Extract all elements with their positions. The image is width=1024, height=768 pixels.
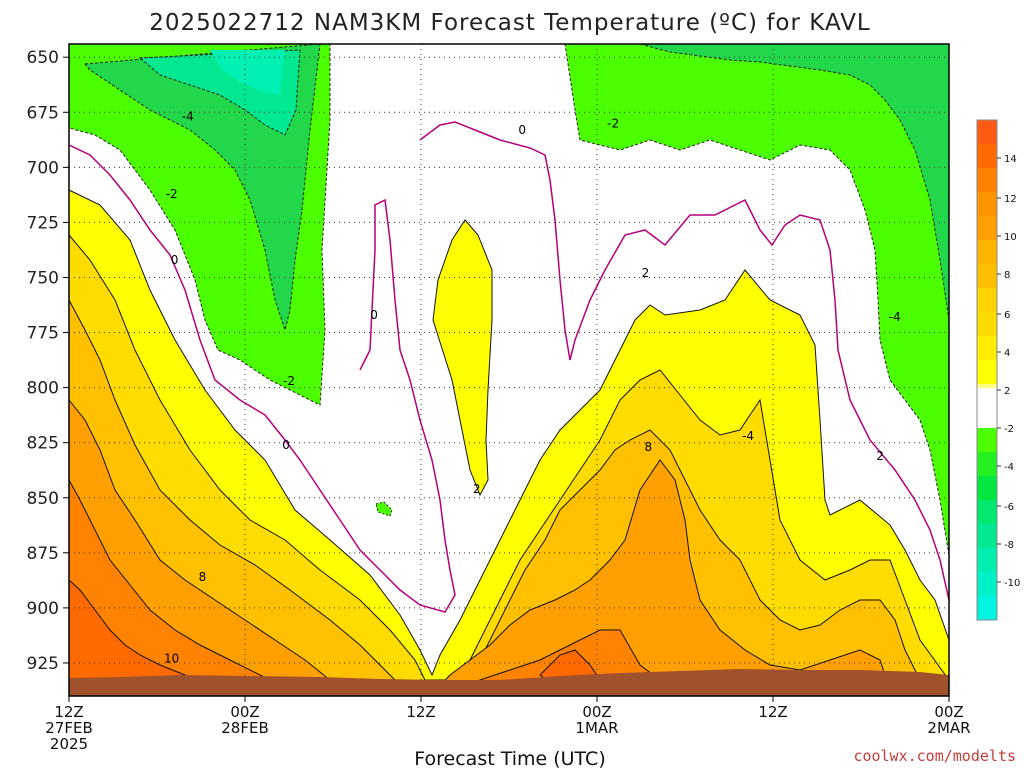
colorbar-tick-label: -4 [1004, 462, 1014, 473]
contour-label: 0 [171, 253, 179, 267]
colorbar-tick-label: -2 [1004, 424, 1014, 435]
x-tick-label: 2MAR [927, 719, 970, 737]
y-tick-label: 650 [27, 48, 59, 68]
x-tick-label: 00Z [230, 703, 259, 721]
ground [69, 669, 949, 696]
contour-label: -4 [889, 310, 901, 324]
temperature-fields [68, 43, 950, 697]
contour-label: 0 [518, 123, 526, 137]
colorbar-tick-label: -10 [1004, 578, 1020, 589]
x-tick-label: 1MAR [575, 719, 618, 737]
field-minus4-to-minus6-right [639, 43, 950, 321]
x-tick-label: 12Z [758, 703, 787, 721]
field-small-green-blob [375, 501, 393, 517]
y-tick-label: 750 [27, 268, 59, 288]
x-axis-label: Forecast Time (UTC) [414, 748, 605, 768]
colorbar-tick-label: -6 [1004, 502, 1014, 513]
x-tick-label: 00Z [582, 703, 611, 721]
y-tick-label: 675 [27, 103, 59, 123]
y-tick-label: 700 [27, 158, 59, 178]
field-6-to-8 [68, 299, 950, 697]
y-tick-label: 825 [27, 434, 59, 454]
y-tick-label: 800 [27, 379, 59, 399]
contour-label: -4 [742, 429, 754, 443]
y-tick-label: 850 [27, 489, 59, 509]
contour-label: 2 [473, 482, 481, 496]
x-tick-label: 28FEB [221, 719, 268, 737]
colorbar-tick-label: 8 [1004, 270, 1010, 281]
colorbar-tick-label: 6 [1004, 310, 1010, 321]
field-minus8-core-left [210, 50, 285, 95]
colorbar-tick-label: 4 [1004, 348, 1010, 359]
contour-label: 8 [645, 440, 653, 454]
contour-zero-west [68, 144, 456, 613]
x-tick-label: 12Z [54, 703, 83, 721]
field-8-to-10 [68, 398, 891, 697]
contour-label: 10 [164, 652, 179, 666]
contour-zero-east [419, 121, 950, 601]
contour-label: 0 [370, 308, 378, 322]
contour-label: -4 [182, 110, 194, 124]
contour-label: -2 [283, 374, 295, 388]
chart-title: 2025022712 NAM3KM Forecast Temperature (… [149, 10, 871, 36]
y-tick-label: 775 [27, 324, 59, 344]
y-tick-label: 925 [27, 654, 59, 674]
y-tick-label: 725 [27, 213, 59, 233]
colorbar-tick-label: 10 [1004, 232, 1017, 243]
contour-label: -2 [166, 187, 178, 201]
contour-label: 2 [642, 266, 650, 280]
field-minus2-to-minus4-right [564, 43, 950, 556]
colorbar-tick-label: -8 [1004, 540, 1014, 551]
contour-label: 2 [876, 449, 884, 463]
credit-text: coolwx.com/modelts [853, 747, 1016, 765]
contour-label: -2 [607, 116, 619, 130]
contour-label: 8 [199, 570, 207, 584]
colorbar-tick-label: 2 [1004, 386, 1010, 397]
colorbar-tick-label: 14 [1004, 154, 1017, 165]
plot-frame [68, 43, 950, 697]
contour-label: 0 [282, 438, 290, 452]
x-tick-label: 12Z [406, 703, 435, 721]
y-tick-label: 900 [27, 599, 59, 619]
y-axis: 650 675 700 725 750 775 800 825 850 875 900 925 [27, 48, 69, 674]
x-tick-label: 27FEB [45, 719, 92, 737]
x-tick-label: 00Z [934, 703, 963, 721]
x-tick-label: 2025 [50, 735, 88, 753]
y-tick-label: 875 [27, 544, 59, 564]
contour-labels: -4 -2 0 -2 0 0 0 -2 2 2 8 -4 2 -4 8 10 [164, 110, 901, 666]
gridlines [68, 44, 950, 696]
field-2-to-4-tongue [432, 219, 493, 497]
plot-area: -4 -2 0 -2 0 0 0 -2 2 2 8 -4 2 -4 8 10 [68, 43, 950, 697]
colorbar-tick-label: 12 [1004, 194, 1017, 205]
colorbar: 14 12 10 8 6 4 2 -2 -4 -6 -8 -10 [976, 119, 1020, 621]
